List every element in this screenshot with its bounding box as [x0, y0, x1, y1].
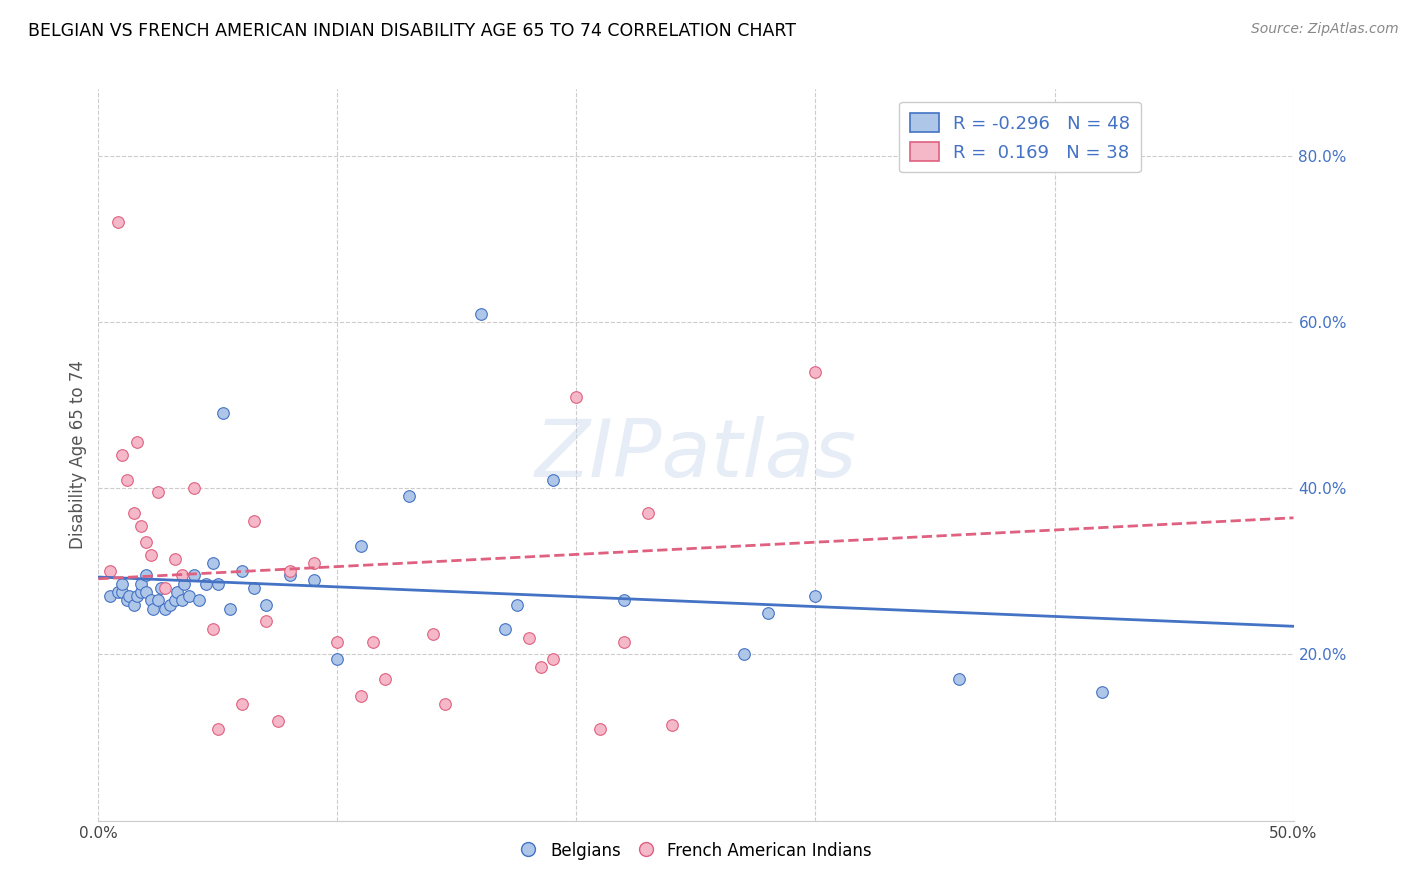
Point — [166, 585, 188, 599]
Point — [804, 365, 827, 379]
Point — [231, 564, 253, 578]
Point — [470, 307, 492, 321]
Point — [202, 556, 225, 570]
Point — [254, 598, 277, 612]
Point — [302, 556, 325, 570]
Point — [183, 481, 205, 495]
Point — [183, 568, 205, 582]
Point — [637, 506, 659, 520]
Point — [139, 548, 162, 562]
Point — [948, 673, 970, 687]
Point — [111, 448, 134, 462]
Point — [125, 435, 148, 450]
Point — [302, 573, 325, 587]
Point — [733, 648, 755, 662]
Point — [278, 564, 301, 578]
Point — [506, 598, 529, 612]
Point — [124, 506, 146, 520]
Point — [148, 485, 170, 500]
Point — [131, 518, 153, 533]
Point — [243, 515, 266, 529]
Point — [278, 568, 301, 582]
Point — [135, 535, 157, 549]
Point — [589, 723, 612, 737]
Text: Source: ZipAtlas.com: Source: ZipAtlas.com — [1251, 22, 1399, 37]
Point — [613, 593, 636, 607]
Point — [159, 598, 181, 612]
Point — [111, 585, 134, 599]
Point — [494, 623, 516, 637]
Point — [107, 215, 129, 229]
Point — [111, 576, 134, 591]
Text: BELGIAN VS FRENCH AMERICAN INDIAN DISABILITY AGE 65 TO 74 CORRELATION CHART: BELGIAN VS FRENCH AMERICAN INDIAN DISABI… — [28, 22, 796, 40]
Point — [541, 651, 564, 665]
Point — [139, 593, 162, 607]
Point — [179, 589, 201, 603]
Point — [374, 673, 396, 687]
Point — [219, 601, 242, 615]
Point — [135, 585, 157, 599]
Point — [363, 635, 385, 649]
Point — [326, 635, 349, 649]
Point — [173, 576, 195, 591]
Point — [98, 564, 122, 578]
Point — [131, 585, 153, 599]
Point — [422, 626, 444, 640]
Point — [135, 568, 157, 582]
Point — [155, 581, 177, 595]
Point — [243, 581, 266, 595]
Point — [172, 568, 194, 582]
Point — [1091, 685, 1114, 699]
Point — [565, 390, 588, 404]
Point — [142, 601, 165, 615]
Point — [163, 593, 186, 607]
Point — [350, 689, 373, 703]
Text: ZIPatlas: ZIPatlas — [534, 416, 858, 494]
Point — [115, 593, 138, 607]
Point — [529, 660, 551, 674]
Point — [398, 490, 420, 504]
Point — [207, 576, 229, 591]
Point — [98, 589, 122, 603]
Point — [231, 698, 253, 712]
Point — [804, 589, 827, 603]
Point — [118, 589, 141, 603]
Point — [187, 593, 209, 607]
Point — [163, 551, 186, 566]
Point — [613, 635, 636, 649]
Point — [202, 623, 225, 637]
Point — [948, 107, 970, 121]
Point — [207, 723, 229, 737]
Point — [267, 714, 290, 728]
Point — [148, 593, 170, 607]
Point — [326, 651, 349, 665]
Point — [155, 601, 177, 615]
Point — [756, 606, 779, 620]
Point — [107, 585, 129, 599]
Point — [433, 698, 456, 712]
Point — [541, 473, 564, 487]
Point — [115, 473, 138, 487]
Point — [661, 718, 683, 732]
Point — [350, 539, 373, 553]
Point — [211, 406, 233, 420]
Point — [149, 581, 172, 595]
Legend: Belgians, French American Indians: Belgians, French American Indians — [513, 836, 879, 867]
Point — [131, 576, 153, 591]
Point — [517, 631, 540, 645]
Point — [124, 598, 146, 612]
Point — [172, 593, 194, 607]
Point — [194, 576, 218, 591]
Point — [125, 589, 148, 603]
Y-axis label: Disability Age 65 to 74: Disability Age 65 to 74 — [69, 360, 87, 549]
Point — [254, 614, 277, 628]
